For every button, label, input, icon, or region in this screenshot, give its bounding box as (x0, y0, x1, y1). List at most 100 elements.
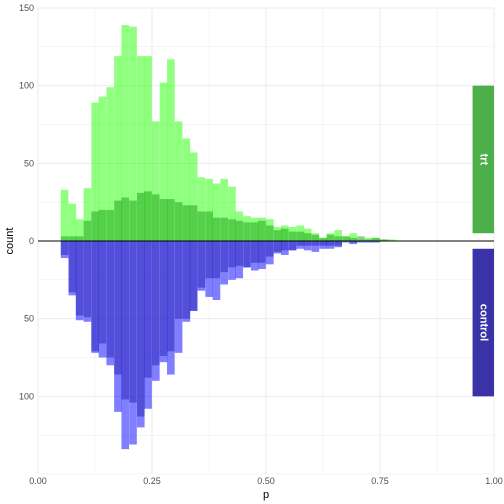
trt-control-overlap-bar (98, 209, 107, 241)
trt-control-overlap-bar (235, 220, 244, 241)
trt-control-overlap-bar (114, 200, 122, 241)
control-overlap-bar (266, 241, 274, 257)
label-box-control (472, 248, 494, 397)
trt-control-overlap-bar (167, 199, 175, 241)
control-overlap-bar (189, 241, 198, 311)
label-text-control: control (477, 304, 489, 341)
y-tick-label: 100 (19, 81, 34, 91)
trt-bar (68, 203, 77, 241)
y-tick-label: 100 (19, 391, 34, 401)
control-bar (357, 241, 365, 243)
control-overlap-bar (167, 241, 175, 352)
trt-control-overlap-bar (281, 228, 289, 241)
trt-bar (349, 233, 358, 241)
control-overlap-bar (144, 241, 152, 378)
trt-bar (387, 239, 396, 241)
trt-bar (220, 178, 229, 241)
trt-control-overlap-bar (136, 192, 145, 241)
control-overlap-bar (319, 241, 327, 246)
trt-control-overlap-bar (189, 205, 198, 241)
trt-bar (182, 138, 191, 241)
control-overlap-bar (250, 241, 259, 263)
x-axis-tick-labels: 0.00 0.25 0.50 0.75 1.00 (29, 476, 503, 486)
control-overlap-bar (106, 241, 115, 358)
trt-bar (136, 56, 145, 241)
trt-bar (98, 96, 107, 241)
control-bar (364, 241, 373, 243)
trt-bar (334, 230, 343, 241)
trt-bar (228, 186, 236, 241)
trt-control-overlap-bar (197, 211, 206, 241)
control-overlap-bar (311, 241, 320, 246)
trt-bar (91, 102, 99, 242)
control-overlap-bar (220, 241, 229, 273)
trt-bar (129, 26, 137, 241)
trt-bar (189, 152, 198, 241)
group-labels: trt control (472, 85, 494, 397)
control-overlap-bar (91, 241, 99, 352)
control-overlap-bar (152, 241, 160, 366)
control-overlap-bar (296, 241, 305, 246)
label-text-trt: trt (477, 154, 489, 166)
trt-control-overlap-bar (311, 234, 320, 241)
control-overlap-bar (326, 241, 335, 246)
control-overlap-bar (258, 241, 266, 263)
control-overlap-bar (129, 241, 137, 403)
trt-control-overlap-bar (182, 205, 191, 241)
trt-bar (205, 178, 213, 241)
trt-control-overlap-bar (250, 222, 259, 241)
trt-control-overlap-bar (228, 219, 236, 241)
trt-control-overlap-bar (83, 220, 92, 241)
trt-control-overlap-bar (159, 199, 168, 241)
trt-bar (167, 59, 175, 242)
trt-control-overlap-bar (174, 202, 183, 241)
trt-control-overlap-bar (364, 239, 373, 241)
control-overlap-bar (83, 241, 92, 318)
trt-bar (159, 82, 168, 241)
trt-control-overlap-bar (243, 222, 251, 241)
trt-control-overlap-bar (266, 225, 274, 241)
trt-bar (152, 121, 160, 241)
control-overlap-bar (349, 241, 358, 243)
control-bar (372, 241, 380, 243)
control-overlap-bar (288, 241, 297, 251)
x-tick-label: 0.00 (29, 476, 47, 486)
control-overlap-bar (212, 241, 221, 279)
control-overlap-bar (98, 241, 107, 344)
trt-control-overlap-bar (342, 236, 350, 241)
control-overlap-bar (60, 241, 69, 255)
trt-control-overlap-bar (75, 236, 84, 241)
trt-bar (174, 121, 183, 241)
y-axis-title: count (4, 228, 16, 255)
control-overlap-bar (174, 241, 183, 319)
trt-control-overlap-bar (91, 211, 99, 241)
control-overlap-bar (281, 241, 289, 251)
control-overlap-bar (273, 241, 282, 252)
control-overlap-bar (205, 241, 213, 279)
trt-control-overlap-bar (288, 231, 297, 241)
control-overlap-bar (121, 241, 130, 400)
control-bar (311, 241, 320, 252)
trt-control-overlap-bar (303, 233, 312, 241)
y-tick-label: 150 (19, 3, 34, 13)
trt-control-overlap-bar (60, 236, 69, 241)
trt-bars (60, 25, 396, 242)
trt-control-overlap-bar (334, 236, 343, 241)
trt-bar (197, 177, 206, 241)
label-box-trt (472, 85, 494, 234)
control-overlap-bar (243, 241, 251, 268)
trt-overlap-bars (60, 191, 388, 241)
x-tick-label: 0.25 (143, 476, 161, 486)
trt-bar (106, 87, 115, 241)
control-overlap-bar (68, 241, 77, 293)
control-overlap-bar (136, 241, 145, 417)
trt-control-overlap-bar (106, 209, 115, 241)
trt-control-overlap-bar (372, 237, 380, 241)
trt-control-overlap-bar (326, 234, 335, 241)
trt-control-overlap-bar (205, 211, 213, 241)
trt-bar (83, 188, 92, 241)
x-tick-label: 0.50 (257, 476, 275, 486)
y-tick-label: 50 (24, 158, 34, 168)
trt-control-overlap-bar (68, 236, 77, 241)
